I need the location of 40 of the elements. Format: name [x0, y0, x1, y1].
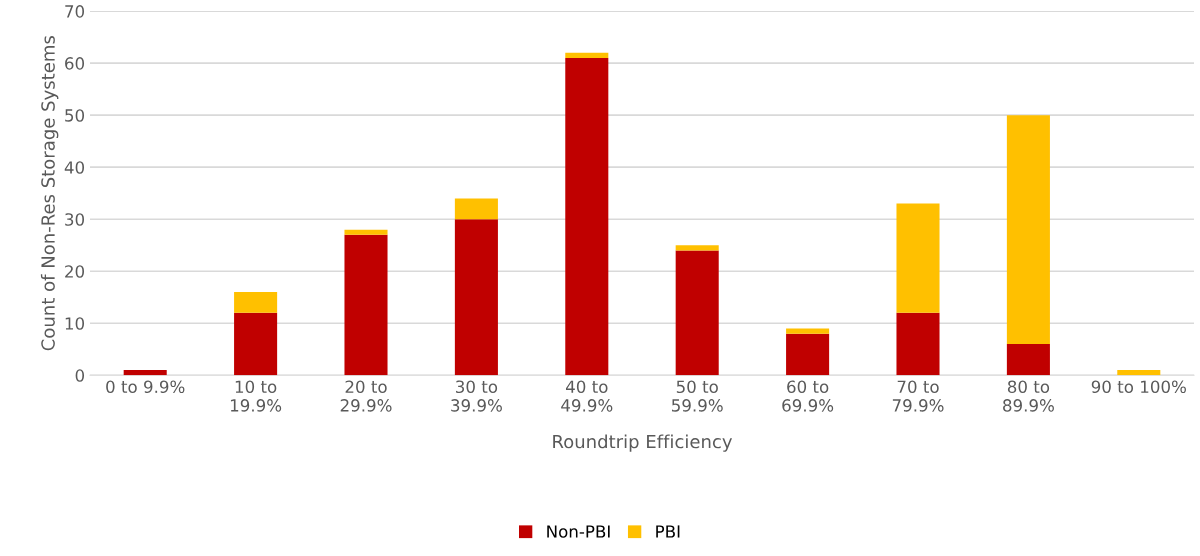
x-tick-label: 50 to 59.9%: [672, 380, 723, 412]
x-tick-label: 90 to 100%: [1091, 380, 1186, 394]
x-tick-label: 0 to 9.9%: [106, 380, 185, 394]
y-tick-label: 20: [65, 265, 85, 278]
bar: [896, 203, 940, 313]
y-tick-label: 70: [65, 5, 85, 18]
bar: [454, 219, 498, 376]
x-axis-title: Roundtrip Efficiency: [553, 434, 733, 452]
legend-label: PBI: [656, 525, 680, 538]
y-axis-title: Count of Non-Res Storage Systems: [40, 36, 59, 351]
y-tick-label: 10: [65, 317, 85, 330]
x-tick-label: 40 to 49.9%: [561, 380, 613, 412]
x-tick-label: 30 to 39.9%: [451, 380, 502, 412]
bar: [1006, 344, 1050, 376]
y-tick-label: 30: [65, 213, 85, 226]
bar: [123, 370, 167, 376]
y-tick-label: 40: [64, 161, 85, 174]
bar: [565, 52, 609, 58]
bar: [675, 245, 719, 251]
bar: [1006, 115, 1050, 345]
x-tick-label: 10 to 19.9%: [230, 380, 282, 412]
bar: [786, 328, 830, 334]
bar: [344, 229, 388, 235]
y-tick-label: 60: [65, 57, 85, 70]
bar: [565, 57, 609, 376]
bar: [896, 312, 940, 376]
bar: [344, 234, 388, 376]
bar: [675, 250, 719, 376]
y-tick-label: 50: [65, 109, 85, 122]
x-tick-label: 60 to 69.9%: [782, 380, 834, 412]
bar: [786, 333, 830, 376]
bar: [234, 312, 278, 376]
x-tick-label: 70 to 79.9%: [892, 380, 944, 412]
x-tick-label: 80 to 89.9%: [1003, 380, 1054, 412]
bar: [454, 198, 498, 220]
x-tick-label: 20 to 29.9%: [340, 380, 392, 412]
legend-label: Non-PBI: [547, 525, 610, 538]
y-tick-label: 0: [75, 369, 85, 382]
bar: [1117, 370, 1161, 376]
bar: [234, 292, 278, 313]
